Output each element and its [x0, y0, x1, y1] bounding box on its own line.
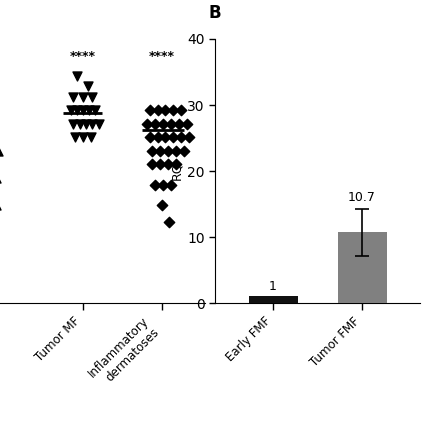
Point [162, 134, 169, 141]
Point [165, 147, 171, 154]
Point [168, 120, 174, 127]
Text: ****: **** [149, 50, 174, 63]
Point [144, 120, 151, 127]
Point [0, 147, 1, 154]
Point [186, 134, 193, 141]
Point [166, 218, 173, 225]
Point [175, 120, 182, 127]
Point [154, 107, 161, 113]
Point [149, 161, 155, 168]
Point [156, 147, 163, 154]
Point [95, 120, 102, 127]
Point [79, 107, 86, 113]
Point [85, 83, 92, 90]
Point [79, 93, 86, 100]
Bar [338, 233, 387, 303]
Y-axis label: RQ: RQ [170, 162, 183, 181]
Point [76, 120, 83, 127]
Bar [249, 297, 297, 303]
Point [152, 181, 159, 188]
Point [160, 181, 167, 188]
Point [154, 134, 161, 141]
Point [89, 120, 96, 127]
Text: 1: 1 [269, 280, 277, 293]
Point [152, 120, 159, 127]
Point [87, 134, 94, 141]
Point [158, 201, 165, 208]
Point [68, 107, 74, 113]
Point [149, 147, 155, 154]
Text: B: B [209, 4, 222, 23]
Point [170, 134, 177, 141]
Point [183, 120, 190, 127]
Point [172, 147, 179, 154]
Point [170, 107, 177, 113]
Point [70, 93, 77, 100]
Point [71, 134, 78, 141]
Text: ****: **** [70, 50, 96, 63]
Point [146, 107, 153, 113]
Point [165, 161, 171, 168]
Point [74, 73, 81, 80]
Point [92, 107, 99, 113]
Point [178, 107, 185, 113]
Point [79, 134, 86, 141]
Point [172, 161, 179, 168]
Point [162, 107, 169, 113]
Text: 10.7: 10.7 [348, 191, 376, 204]
Point [74, 107, 81, 113]
Point [178, 134, 185, 141]
Point [156, 161, 163, 168]
Point [82, 120, 89, 127]
Point [89, 93, 96, 100]
Point [86, 107, 93, 113]
Point [146, 134, 153, 141]
Point [70, 120, 77, 127]
Point [168, 181, 174, 188]
Point [180, 147, 187, 154]
Point [160, 120, 167, 127]
